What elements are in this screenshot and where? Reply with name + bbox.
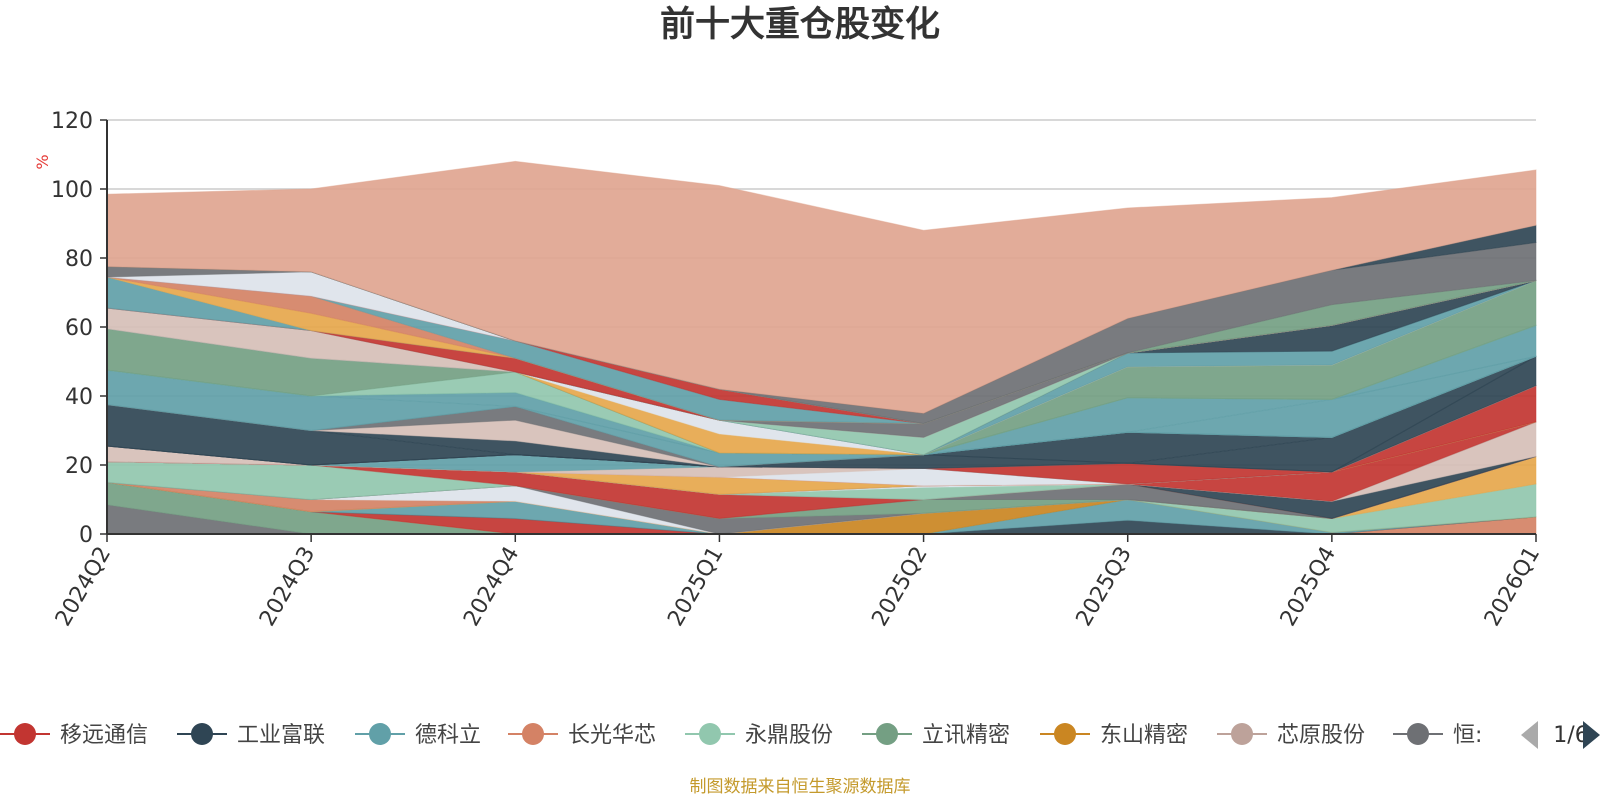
legend-next-arrow-icon[interactable] xyxy=(1583,721,1600,749)
legend-marker-icon xyxy=(699,723,721,745)
legend-label: 恒: xyxy=(1453,723,1482,748)
legend-item[interactable]: 立讯精密 xyxy=(862,723,1010,748)
legend-item[interactable]: 恒: xyxy=(1393,723,1482,748)
legend-marker-icon xyxy=(191,723,213,745)
y-tick-label: 0 xyxy=(79,523,93,548)
legend-marker-icon xyxy=(876,723,898,745)
legend-marker-icon xyxy=(1054,723,1076,745)
y-tick-label: 40 xyxy=(65,385,93,410)
legend-item[interactable]: 工业富联 xyxy=(177,723,325,748)
x-tick-label: 2025Q1 xyxy=(663,543,728,631)
y-tick-label: 20 xyxy=(65,454,93,479)
legend-label: 德科立 xyxy=(415,723,481,748)
legend-label: 工业富联 xyxy=(237,723,325,748)
legend-label: 永鼎股份 xyxy=(745,723,833,748)
legend: 移远通信 工业富联 德科立 长光华芯 永鼎股份 立讯精密 东山精密 芯原股份 恒: xyxy=(0,723,1482,748)
x-tick-label: 2025Q2 xyxy=(867,543,932,631)
legend-marker-icon xyxy=(1407,723,1429,745)
y-tick-label: 60 xyxy=(65,316,93,341)
x-tick-label: 2024Q2 xyxy=(51,543,116,631)
legend-item[interactable]: 永鼎股份 xyxy=(685,723,833,748)
legend-label: 东山精密 xyxy=(1100,723,1188,748)
y-axis-unit: % xyxy=(33,154,52,169)
legend-item[interactable]: 德科立 xyxy=(355,723,481,748)
legend-item[interactable]: 东山精密 xyxy=(1040,723,1188,748)
chart-title: 前十大重仓股变化 xyxy=(660,5,940,45)
series-area xyxy=(106,160,1537,414)
y-tick-label: 120 xyxy=(51,109,93,134)
legend-label: 芯原股份 xyxy=(1277,723,1365,748)
legend-item[interactable]: 长光华芯 xyxy=(508,723,656,748)
legend-marker-icon xyxy=(369,723,391,745)
legend-item[interactable]: 移远通信 xyxy=(0,723,148,748)
y-tick-label: 80 xyxy=(65,247,93,272)
legend-marker-icon xyxy=(1231,723,1253,745)
x-tick-label: 2025Q3 xyxy=(1072,543,1137,631)
legend-marker-icon xyxy=(522,723,544,745)
legend-page-indicator: 1/6 xyxy=(1553,723,1588,748)
series-areas xyxy=(106,160,1537,535)
legend-pager: 1/6 xyxy=(1521,721,1600,749)
legend-label: 立讯精密 xyxy=(922,723,1010,748)
data-source-note: 制图数据来自恒生聚源数据库 xyxy=(690,777,911,797)
legend-marker-icon xyxy=(14,723,36,745)
legend-label: 长光华芯 xyxy=(568,723,656,748)
legend-item[interactable]: 芯原股份 xyxy=(1217,723,1365,748)
legend-label: 移远通信 xyxy=(60,723,148,748)
y-tick-label: 100 xyxy=(51,178,93,203)
x-tick-label: 2025Q4 xyxy=(1276,543,1341,631)
x-tick-label: 2024Q4 xyxy=(459,543,524,631)
x-tick-label: 2024Q3 xyxy=(255,543,320,631)
legend-prev-arrow-icon[interactable] xyxy=(1521,721,1538,749)
x-tick-label: 2026Q1 xyxy=(1480,543,1545,631)
